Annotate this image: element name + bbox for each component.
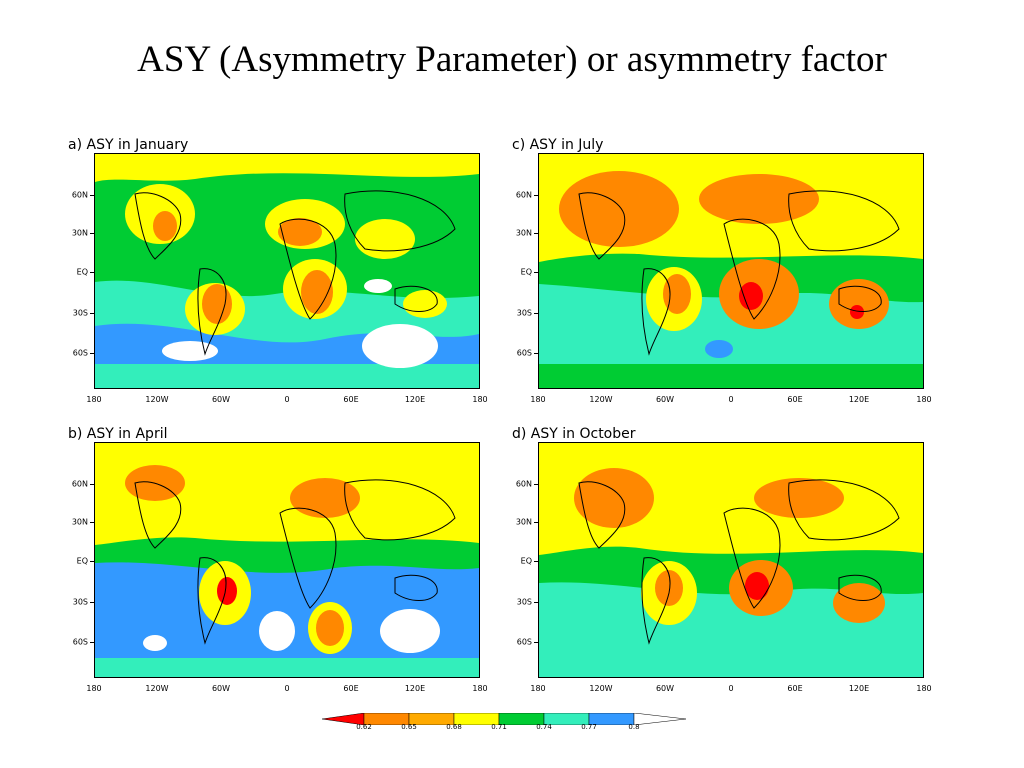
- panel-asy-january: a) ASY in January 60N 30N EQ 30S 60S 180 120W 6…: [40, 137, 488, 412]
- lon-tick-label: 120E: [848, 684, 870, 693]
- lat-tick: [90, 233, 95, 234]
- lon-tick-label: 180: [86, 684, 102, 693]
- lat-tick-label: EQ: [76, 267, 88, 277]
- panel-title: c) ASY in July: [512, 137, 604, 153]
- lat-tick-label: 60N: [71, 479, 88, 489]
- lon-tick-label: 120W: [589, 395, 613, 404]
- map-january: [94, 153, 480, 389]
- panel-asy-april: b) ASY in April 60N 30N EQ 30S 60S 180 120W 60W…: [40, 426, 488, 701]
- lat-tick: [534, 353, 539, 354]
- lat-tick: [534, 195, 539, 196]
- lat-tick: [90, 272, 95, 273]
- panel-title: d) ASY in October: [512, 426, 636, 442]
- colorbar-label: 0.71: [491, 723, 507, 731]
- lon-tick-label: 120W: [589, 684, 613, 693]
- lon-tick-label: 180: [472, 684, 488, 693]
- lon-tick-label: 180: [472, 395, 488, 404]
- lat-tick: [534, 313, 539, 314]
- lon-tick-label: 180: [916, 395, 932, 404]
- lon-tick-label: 0: [728, 395, 734, 404]
- lon-tick-label: 0: [284, 684, 290, 693]
- lon-tick-label: 180: [86, 395, 102, 404]
- lat-tick: [90, 561, 95, 562]
- lat-tick-label: EQ: [520, 556, 532, 566]
- panel-asy-july: c) ASY in July 60N 30N EQ 30S 60S 180 120W 60W 0…: [484, 137, 932, 412]
- panel-title: a) ASY in January: [68, 137, 189, 153]
- lon-tick-label: 180: [530, 684, 546, 693]
- colorbar-label: 0.74: [536, 723, 552, 731]
- map-october: [538, 442, 924, 678]
- lat-tick-label: 60S: [72, 348, 88, 358]
- colorbar-label: 0.62: [356, 723, 372, 731]
- lat-tick: [534, 561, 539, 562]
- lon-tick-label: 60E: [343, 395, 359, 404]
- lat-tick: [90, 602, 95, 603]
- field-map-july: [539, 154, 923, 388]
- lon-tick-label: 60E: [787, 395, 803, 404]
- lat-tick: [534, 522, 539, 523]
- lat-tick-label: 60N: [71, 190, 88, 200]
- lat-tick-label: 60N: [515, 190, 532, 200]
- lat-tick: [90, 353, 95, 354]
- lat-tick: [534, 484, 539, 485]
- lat-tick: [90, 522, 95, 523]
- lat-tick: [90, 484, 95, 485]
- lat-tick: [90, 313, 95, 314]
- lon-tick-label: 60W: [211, 684, 231, 693]
- lon-tick-label: 120W: [145, 395, 169, 404]
- lon-tick-label: 0: [728, 684, 734, 693]
- slide-title: ASY (Asymmetry Parameter) or asymmetry f…: [137, 39, 887, 80]
- lat-tick-label: 30N: [71, 517, 88, 527]
- lat-tick-label: 30N: [515, 228, 532, 238]
- lon-tick-label: 180: [530, 395, 546, 404]
- lat-tick-label: 30N: [515, 517, 532, 527]
- lon-tick-label: 60E: [343, 684, 359, 693]
- lon-tick-label: 60W: [655, 684, 675, 693]
- lon-tick-label: 60W: [655, 395, 675, 404]
- lat-tick-label: EQ: [520, 267, 532, 277]
- lat-tick: [534, 602, 539, 603]
- lat-tick-label: 60S: [516, 348, 532, 358]
- lon-tick-label: 120W: [145, 684, 169, 693]
- lat-tick-label: 30S: [72, 308, 88, 318]
- colorbar-label: 0.8: [628, 723, 640, 731]
- lon-tick-label: 60E: [787, 684, 803, 693]
- lat-tick: [534, 233, 539, 234]
- colorbar: 0.62 0.65 0.68 0.71 0.74 0.77 0.8: [321, 710, 688, 736]
- lat-tick-label: 30N: [71, 228, 88, 238]
- lat-tick-label: 60S: [72, 637, 88, 647]
- lat-tick-label: 60S: [516, 637, 532, 647]
- panel-asy-october: d) ASY in October 60N 30N EQ 30S 60S 180 120W 6…: [484, 426, 932, 701]
- lon-tick-label: 120E: [404, 684, 426, 693]
- lat-tick: [534, 272, 539, 273]
- lon-tick-label: 60W: [211, 395, 231, 404]
- field-map-october: [539, 443, 923, 677]
- lat-tick: [534, 642, 539, 643]
- colorbar-label: 0.65: [401, 723, 417, 731]
- colorbar-label: 0.77: [581, 723, 597, 731]
- field-map-april: [95, 443, 479, 677]
- panel-title: b) ASY in April: [68, 426, 168, 442]
- lat-tick-label: EQ: [76, 556, 88, 566]
- lat-tick-label: 30S: [516, 308, 532, 318]
- map-april: [94, 442, 480, 678]
- lon-tick-label: 120E: [404, 395, 426, 404]
- lat-tick-label: 30S: [72, 597, 88, 607]
- lat-tick-label: 30S: [516, 597, 532, 607]
- map-july: [538, 153, 924, 389]
- lat-tick: [90, 195, 95, 196]
- lon-tick-label: 120E: [848, 395, 870, 404]
- colorbar-label: 0.68: [446, 723, 462, 731]
- lat-tick-label: 60N: [515, 479, 532, 489]
- lon-tick-label: 180: [916, 684, 932, 693]
- field-map-january: [95, 154, 479, 388]
- colorbar-swatches: [321, 712, 687, 726]
- lat-tick: [90, 642, 95, 643]
- lon-tick-label: 0: [284, 395, 290, 404]
